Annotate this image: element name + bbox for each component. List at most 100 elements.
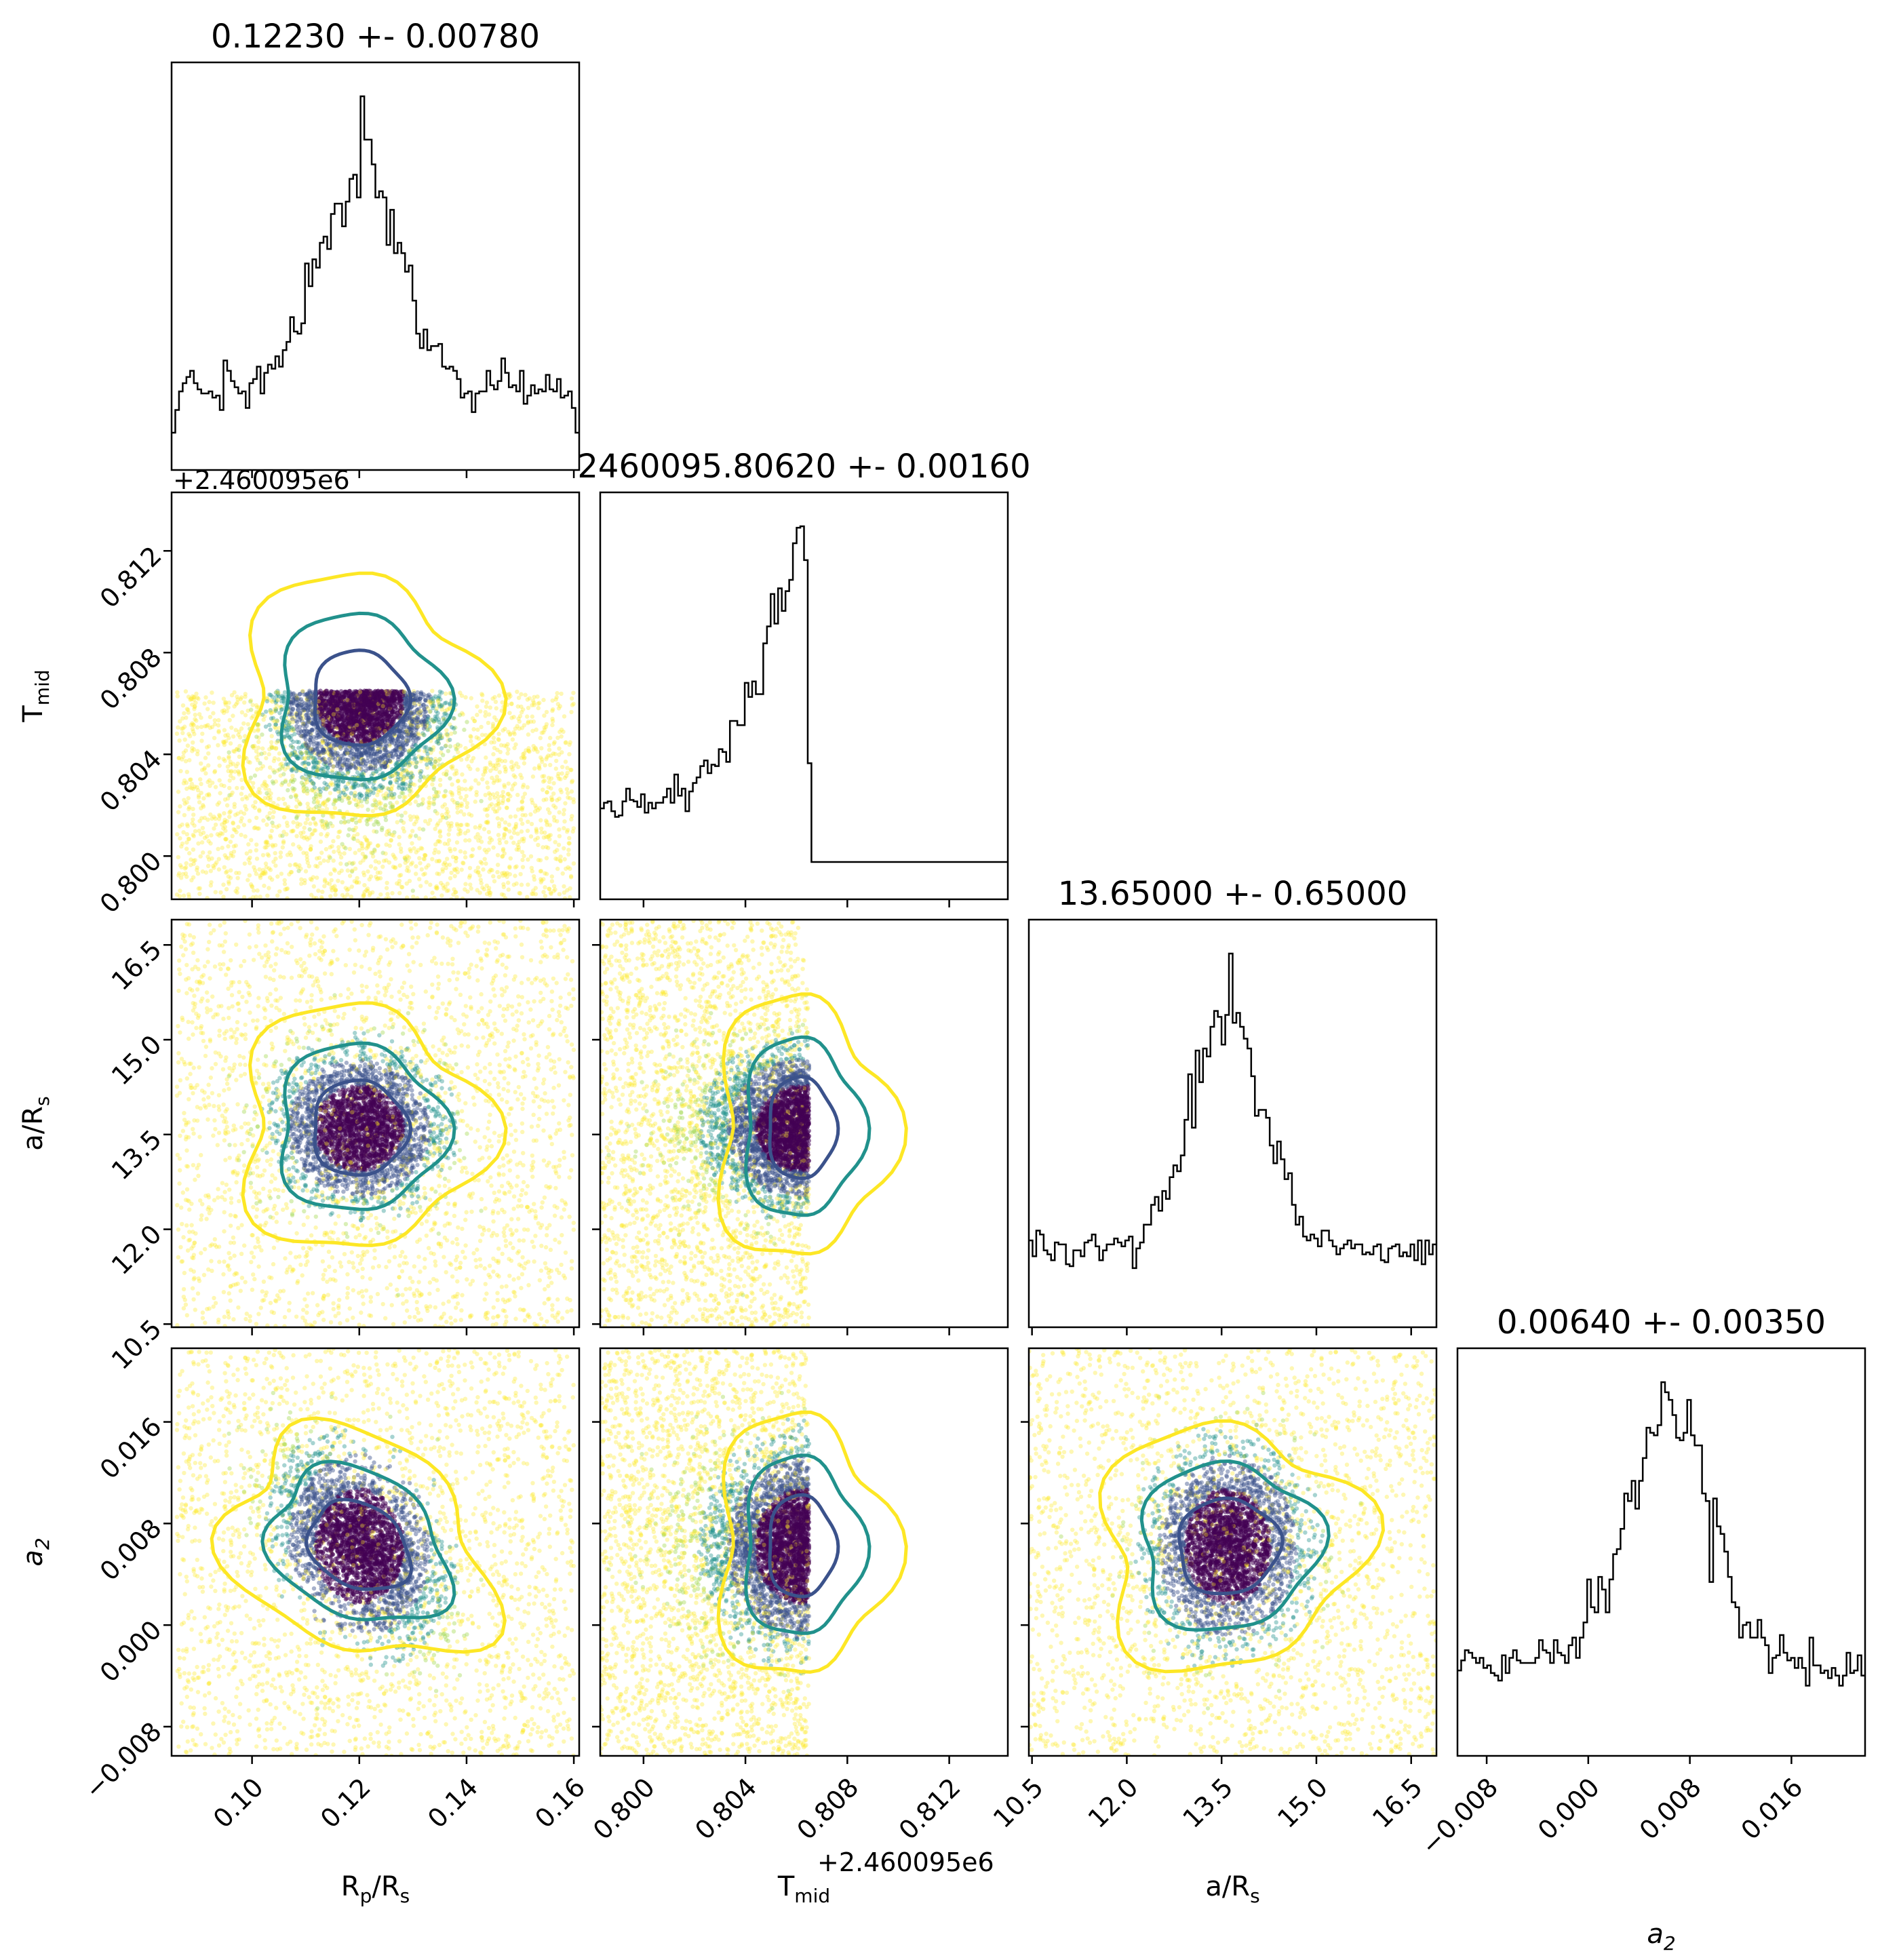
sample-point xyxy=(318,861,322,865)
sample-point xyxy=(536,836,540,840)
sample-point xyxy=(422,726,426,730)
sample-point xyxy=(320,890,324,894)
sample-point xyxy=(518,872,522,876)
sample-point xyxy=(317,787,321,791)
sample-point xyxy=(426,717,430,721)
sample-point xyxy=(463,855,467,859)
sample-point xyxy=(317,856,321,860)
sample-point xyxy=(500,793,504,798)
sample-point xyxy=(393,865,397,869)
sample-point xyxy=(255,767,259,771)
sample-point xyxy=(290,786,294,790)
sample-point xyxy=(477,737,481,741)
sample-point xyxy=(484,705,488,709)
sample-point xyxy=(543,831,547,835)
sample-point xyxy=(526,857,530,861)
sample-point xyxy=(536,858,541,862)
sample-point xyxy=(529,855,533,859)
sample-point xyxy=(323,878,327,882)
sample-point xyxy=(184,689,188,693)
sample-point xyxy=(354,803,358,807)
sample-point xyxy=(425,756,429,760)
sample-point xyxy=(268,834,272,838)
sample-point xyxy=(306,861,310,865)
sample-point xyxy=(497,821,501,825)
sample-point xyxy=(243,692,248,696)
sample-point xyxy=(362,883,366,887)
sample-point xyxy=(294,754,298,758)
sample-point xyxy=(463,695,467,699)
sample-point xyxy=(199,762,203,766)
sample-point xyxy=(420,867,424,871)
sample-point xyxy=(548,823,552,827)
sample-point xyxy=(570,780,574,784)
sample-point xyxy=(469,739,473,743)
sample-point xyxy=(473,800,477,804)
sample-point xyxy=(216,802,220,806)
sample-point xyxy=(209,833,213,837)
sample-point xyxy=(348,847,352,851)
sample-point xyxy=(557,892,562,896)
sample-point xyxy=(436,739,440,743)
sample-point xyxy=(409,862,413,866)
sample-point xyxy=(507,829,511,834)
sample-point xyxy=(178,769,182,773)
sample-point xyxy=(522,839,526,843)
sample-point xyxy=(214,823,218,827)
sample-point xyxy=(455,840,459,844)
sample-point xyxy=(312,796,316,800)
sample-point xyxy=(446,734,450,738)
sample-point xyxy=(401,694,405,698)
sample-point xyxy=(273,843,277,847)
sample-point xyxy=(339,855,343,859)
sample-point xyxy=(311,735,315,739)
sample-point xyxy=(475,705,479,709)
sample-point xyxy=(255,888,259,893)
sample-point xyxy=(501,790,505,794)
sample-point xyxy=(271,779,275,783)
sample-point xyxy=(191,741,195,745)
sample-point xyxy=(227,874,231,878)
sample-point xyxy=(487,869,491,874)
sample-point xyxy=(557,827,561,831)
sample-point xyxy=(267,817,271,821)
sample-point xyxy=(341,791,345,795)
sample-point xyxy=(479,725,483,729)
sample-point xyxy=(372,722,376,726)
sample-point xyxy=(385,886,389,890)
sample-point xyxy=(282,815,286,819)
sample-point xyxy=(426,821,430,825)
sample-point xyxy=(482,772,486,777)
sample-point xyxy=(176,694,180,698)
sample-point xyxy=(355,739,359,743)
sample-point xyxy=(273,863,277,867)
sample-point xyxy=(210,781,214,785)
sample-point xyxy=(471,847,475,851)
sample-point xyxy=(260,732,264,737)
sample-point xyxy=(352,690,356,694)
sample-point xyxy=(226,796,230,800)
sample-point xyxy=(435,811,439,815)
sample-point xyxy=(512,882,516,886)
sample-point xyxy=(221,882,225,886)
sample-point xyxy=(564,741,568,745)
sample-point xyxy=(308,827,312,831)
sample-point xyxy=(517,696,521,700)
sample-point xyxy=(542,836,546,840)
sample-point xyxy=(513,874,517,878)
sample-point xyxy=(333,893,337,897)
sample-point xyxy=(509,815,513,819)
sample-point xyxy=(385,829,389,834)
sample-point xyxy=(305,746,309,750)
sample-point xyxy=(410,720,414,724)
sample-point xyxy=(182,813,187,817)
sample-point xyxy=(530,869,534,873)
sample-point xyxy=(529,834,533,838)
sample-point xyxy=(503,765,507,769)
sample-point xyxy=(312,828,316,832)
sample-point xyxy=(498,841,502,845)
sample-point xyxy=(487,712,491,716)
sample-point xyxy=(426,863,430,867)
sample-point xyxy=(298,802,302,806)
sample-point xyxy=(341,779,345,783)
